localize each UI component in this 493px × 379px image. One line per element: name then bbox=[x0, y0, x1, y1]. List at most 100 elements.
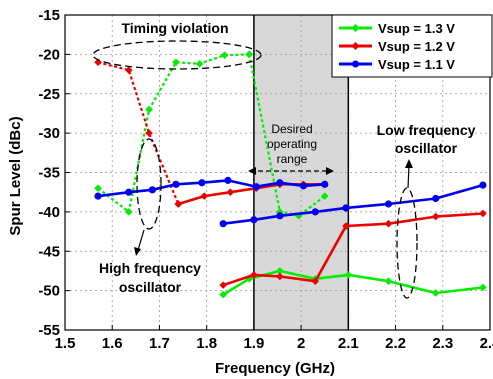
legend-marker-1.1v bbox=[352, 60, 359, 68]
series-0-point-0-2 bbox=[145, 105, 153, 114]
series-0-point-0-1 bbox=[124, 208, 133, 216]
x-tick-label-4: 1.9 bbox=[243, 335, 264, 352]
high-freq-ellipse bbox=[136, 138, 162, 230]
legend-label-1.2v: Vsup = 1.2 V bbox=[378, 39, 455, 54]
y-axis-title: Spur Level (dBc) bbox=[7, 116, 24, 235]
high-freq-line1: High frequency bbox=[99, 260, 201, 276]
x-ticks: 1.5 1.6 1.7 1.8 1.9 2 2.1 2.2 2.3 2.4 bbox=[55, 325, 493, 352]
x-tick-label-9: 2.4 bbox=[480, 335, 493, 352]
legend-label-1.1v: Vsup = 1.1 V bbox=[378, 57, 455, 72]
series-2-point-0-6 bbox=[252, 183, 260, 191]
series-1-point-2-7 bbox=[479, 209, 487, 218]
legend-item-1.1v: Vsup = 1.1 V bbox=[339, 57, 455, 72]
x-tick-label-6: 2.1 bbox=[338, 335, 359, 352]
series-2-point-1-1 bbox=[250, 216, 258, 224]
series-2-point-1-0 bbox=[219, 220, 227, 228]
series-0-point-2-2 bbox=[276, 267, 284, 275]
series-2-point-0-0 bbox=[94, 192, 102, 200]
series-2 bbox=[94, 176, 487, 228]
series-0-point-0-0 bbox=[94, 184, 102, 193]
desired-range-line3: range bbox=[277, 152, 308, 166]
y-ticks: -55 -50 -45 -40 -35 -30 -25 -20 -15 bbox=[38, 7, 70, 339]
legend-marker-1.3v bbox=[351, 24, 360, 32]
low-freq-arrow bbox=[407, 164, 410, 189]
series-2-point-0-9 bbox=[321, 180, 329, 188]
series-0-point-2-6 bbox=[431, 289, 440, 297]
legend-label-1.3v: Vsup = 1.3 V bbox=[378, 21, 455, 36]
series-0-point-1-0 bbox=[245, 50, 253, 59]
series-2-point-0-3 bbox=[172, 180, 180, 188]
series-2-line-0 bbox=[97, 179, 325, 198]
x-tick-label-3: 1.8 bbox=[196, 335, 217, 352]
series-0-point-0-4 bbox=[195, 60, 204, 68]
desired-range-arrowhead-left bbox=[248, 167, 256, 175]
low-freq-line2: oscillator bbox=[395, 140, 458, 156]
series-1-line-2 bbox=[222, 212, 483, 287]
series-2-point-1-4 bbox=[342, 204, 350, 212]
series-1-point-1-1 bbox=[200, 192, 209, 200]
x-tick-label-2: 1.7 bbox=[149, 335, 170, 352]
series-1-point-2-3 bbox=[311, 277, 320, 285]
series-2-point-0-7 bbox=[276, 179, 284, 187]
series-0-point-1-3 bbox=[320, 192, 329, 200]
series-1-point-1-2 bbox=[226, 188, 235, 196]
series-1-point-2-0 bbox=[219, 281, 227, 289]
legend-item-1.2v: Vsup = 1.2 V bbox=[339, 39, 455, 54]
series-1-point-1-0 bbox=[174, 200, 183, 208]
series-layer bbox=[94, 50, 487, 299]
series-1-point-0-0 bbox=[94, 58, 102, 67]
low-freq-line1: Low frequency bbox=[377, 122, 476, 138]
series-2-point-1-3 bbox=[311, 208, 319, 216]
series-1-point-2-5 bbox=[384, 219, 393, 228]
y-tick-label-7: -20 bbox=[38, 46, 60, 63]
desired-range-line1: Desired bbox=[271, 122, 312, 136]
series-2-point-1-6 bbox=[432, 194, 440, 203]
y-tick-label-4: -35 bbox=[38, 165, 60, 182]
series-1-point-2-6 bbox=[431, 212, 440, 221]
y-tick-label-8: -15 bbox=[38, 7, 60, 24]
series-2-point-0-1 bbox=[125, 188, 133, 196]
x-tick-label-5: 2 bbox=[297, 335, 305, 352]
high-freq-arrow bbox=[137, 229, 145, 251]
series-1-point-0-1 bbox=[124, 66, 133, 74]
legend: Vsup = 1.3 V Vsup = 1.2 V Vsup = 1.1 V bbox=[331, 14, 493, 78]
series-2-point-0-8 bbox=[299, 182, 308, 190]
series-0-point-2-5 bbox=[384, 277, 393, 285]
timing-violation-ellipse bbox=[92, 40, 262, 70]
series-0-point-0-3 bbox=[172, 58, 180, 67]
series-2-point-0-4 bbox=[198, 179, 206, 187]
series-0-point-2-0 bbox=[219, 290, 227, 299]
x-tick-label-0: 1.5 bbox=[55, 335, 76, 352]
legend-item-1.3v: Vsup = 1.3 V bbox=[339, 21, 455, 36]
y-tick-label-5: -30 bbox=[38, 125, 60, 142]
series-2-point-1-2 bbox=[276, 212, 284, 220]
y-tick-label-1: -50 bbox=[38, 283, 60, 300]
y-tick-label-2: -45 bbox=[38, 243, 60, 260]
series-2-point-1-5 bbox=[384, 200, 393, 208]
series-2-point-0-5 bbox=[224, 176, 232, 184]
high-freq-arrowhead bbox=[134, 247, 141, 256]
low-freq-arrowhead bbox=[405, 159, 413, 168]
x-tick-label-8: 2.3 bbox=[432, 335, 453, 352]
high-freq-line2: oscillator bbox=[119, 279, 182, 295]
series-0-point-2-7 bbox=[479, 283, 487, 292]
legend-marker-1.2v bbox=[351, 42, 360, 50]
timing-violation-label: Timing violation bbox=[121, 20, 228, 36]
series-1-point-0-2 bbox=[145, 129, 153, 137]
desired-range-arrowhead-right bbox=[326, 167, 334, 175]
series-2-point-1-7 bbox=[479, 181, 487, 189]
x-axis-title: Frequency (GHz) bbox=[215, 360, 335, 377]
series-0-point-0-5 bbox=[220, 51, 229, 59]
series-2-point-0-2 bbox=[148, 186, 156, 194]
low-freq-ellipse bbox=[396, 187, 418, 299]
series-1-point-2-2 bbox=[276, 272, 284, 281]
y-tick-label-3: -40 bbox=[38, 204, 60, 221]
series-0-point-2-4 bbox=[344, 271, 353, 279]
series-2-line-1 bbox=[223, 183, 484, 225]
x-tick-label-7: 2.2 bbox=[385, 335, 406, 352]
series-1-point-2-1 bbox=[250, 271, 258, 279]
desired-range-line2: operating bbox=[267, 137, 317, 151]
x-tick-label-1: 1.6 bbox=[102, 335, 123, 352]
annotations: Timing violation Desired operating range… bbox=[92, 20, 476, 299]
